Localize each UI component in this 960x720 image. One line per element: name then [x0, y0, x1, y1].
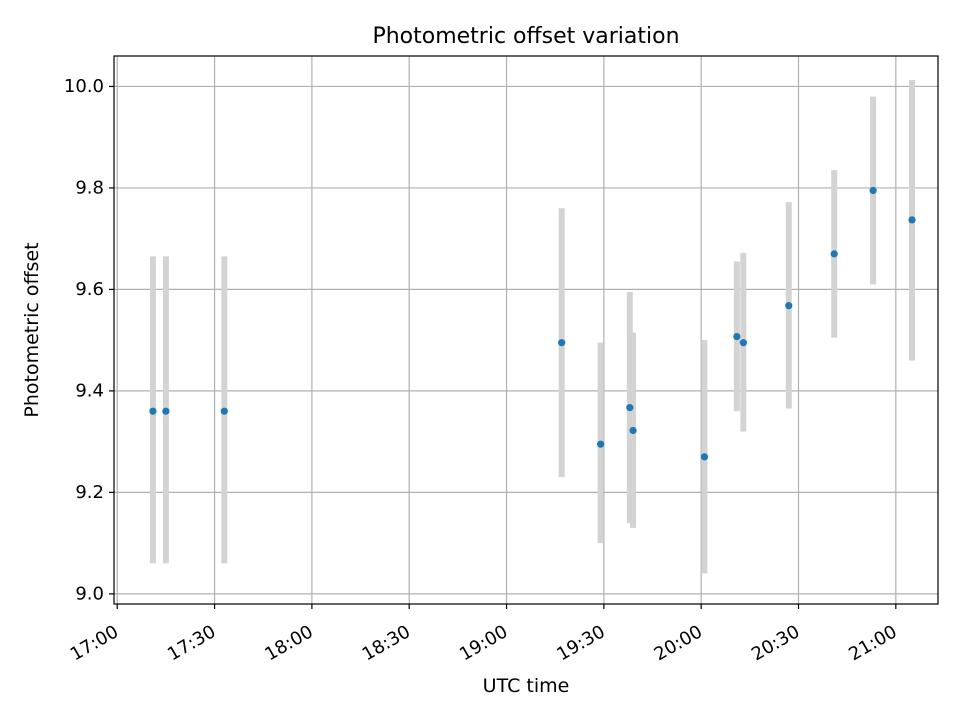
data-point	[597, 440, 605, 448]
chart-title: Photometric offset variation	[372, 24, 679, 49]
data-point	[149, 407, 157, 415]
y-tick-label: 9.8	[75, 177, 104, 198]
data-point	[629, 426, 637, 435]
data-point	[558, 339, 566, 347]
y-axis-label: Photometric offset	[21, 242, 43, 417]
grid	[114, 56, 938, 604]
y-tick-label: 10.0	[64, 76, 104, 97]
y-tick-label: 9.6	[75, 279, 104, 300]
y-tick-label: 9.0	[75, 583, 104, 604]
data-point	[869, 186, 877, 195]
y-axis-ticks: 9.0 9.2 9.4 9.6 9.8 10.0	[64, 76, 114, 604]
data-point	[626, 404, 634, 412]
data-point	[739, 339, 747, 347]
data-point	[162, 407, 170, 415]
data-point	[908, 216, 916, 224]
data-points	[149, 186, 916, 461]
plot-frame	[113, 55, 939, 605]
y-tick-label: 9.2	[75, 482, 104, 503]
data-point	[220, 407, 228, 415]
x-axis-label: UTC time	[483, 675, 570, 697]
data-point	[700, 453, 709, 461]
data-point	[733, 332, 741, 341]
data-point	[830, 250, 838, 258]
data-point	[785, 302, 793, 310]
y-tick-label: 9.4	[75, 380, 104, 401]
